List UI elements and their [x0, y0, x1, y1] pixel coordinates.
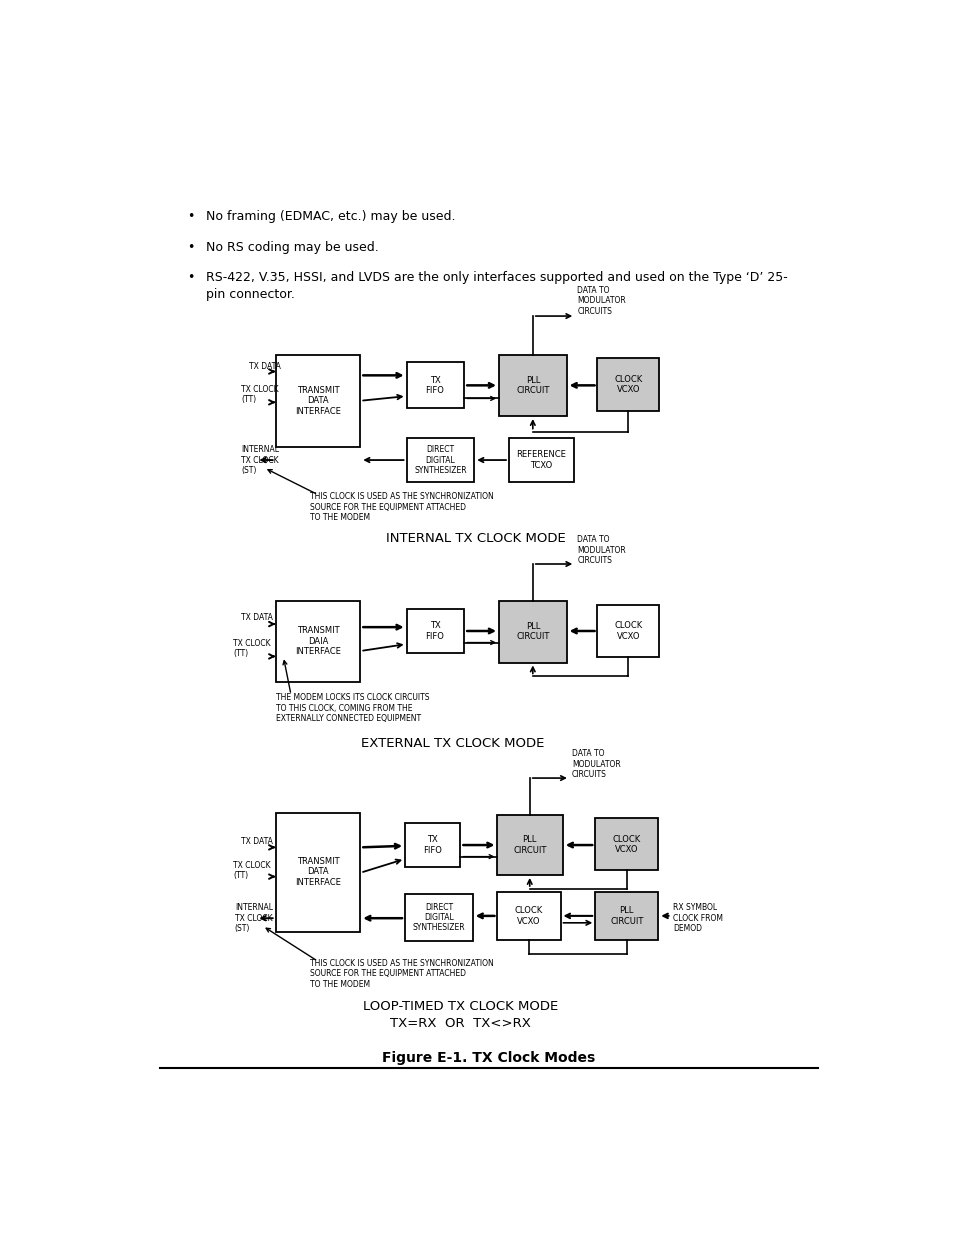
- Text: PLL
CIRCUIT: PLL CIRCUIT: [513, 835, 546, 855]
- Text: •: •: [187, 272, 194, 284]
- Text: PLL
CIRCUIT: PLL CIRCUIT: [516, 622, 549, 641]
- Text: TX DATA: TX DATA: [241, 614, 273, 622]
- Text: RX SYMBOL
CLOCK FROM
DEMOD: RX SYMBOL CLOCK FROM DEMOD: [672, 903, 722, 934]
- Text: TX
FIFO: TX FIFO: [425, 375, 444, 395]
- Text: LOOP-TIMED TX CLOCK MODE: LOOP-TIMED TX CLOCK MODE: [362, 1000, 558, 1013]
- Bar: [595, 818, 658, 871]
- Text: PLL
CIRCUIT: PLL CIRCUIT: [516, 375, 549, 395]
- Text: DATA TO
MODULATOR
CIRCUITS: DATA TO MODULATOR CIRCUITS: [577, 285, 625, 316]
- Text: THIS CLOCK IS USED AS THE SYNCHRONIZATION
SOURCE FOR THE EQUIPMENT ATTACHED
TO T: THIS CLOCK IS USED AS THE SYNCHRONIZATIO…: [310, 493, 494, 522]
- Text: TX
FIFO: TX FIFO: [425, 621, 444, 641]
- Bar: [405, 894, 473, 941]
- Bar: [406, 362, 464, 409]
- Text: INTERNAL
TX CLOCK
(ST): INTERNAL TX CLOCK (ST): [241, 445, 278, 475]
- Bar: [498, 354, 566, 416]
- Bar: [497, 815, 562, 876]
- Text: REFERENCE
TCXO: REFERENCE TCXO: [516, 451, 566, 469]
- Text: CLOCK
VCXO: CLOCK VCXO: [515, 906, 542, 925]
- Text: •: •: [187, 241, 194, 253]
- Text: TX CLOCK
(TT): TX CLOCK (TT): [241, 385, 278, 404]
- Text: No RS coding may be used.: No RS coding may be used.: [206, 241, 378, 253]
- Text: TX
FIFO: TX FIFO: [423, 835, 441, 855]
- Bar: [405, 823, 460, 867]
- Text: •: •: [187, 210, 194, 222]
- Text: TRANSMIT
DATA
INTERFACE: TRANSMIT DATA INTERFACE: [294, 385, 340, 416]
- Text: DIRECT
DIGITAL
SYNTHESIZER: DIRECT DIGITAL SYNTHESIZER: [412, 903, 465, 932]
- Text: No framing (EDMAC, etc.) may be used.: No framing (EDMAC, etc.) may be used.: [206, 210, 456, 222]
- Text: RS-422, V.35, HSSI, and LVDS are the only interfaces supported and used on the T: RS-422, V.35, HSSI, and LVDS are the onl…: [206, 272, 787, 284]
- Text: CLOCK
VCXO: CLOCK VCXO: [614, 621, 641, 641]
- Bar: [275, 601, 360, 682]
- Text: Figure E-1. TX Clock Modes: Figure E-1. TX Clock Modes: [382, 1051, 595, 1066]
- Text: THE MODEM LOCKS ITS CLOCK CIRCUITS
TO THIS CLOCK, COMING FROM THE
EXTERNALLY CON: THE MODEM LOCKS ITS CLOCK CIRCUITS TO TH…: [275, 693, 429, 724]
- Bar: [597, 605, 659, 657]
- Bar: [595, 892, 658, 940]
- Text: TX=RX  OR  TX<>RX: TX=RX OR TX<>RX: [390, 1016, 530, 1030]
- Text: DATA TO
MODULATOR
CIRCUITS: DATA TO MODULATOR CIRCUITS: [577, 535, 625, 566]
- Text: TX DATA: TX DATA: [241, 836, 273, 846]
- Bar: [508, 437, 574, 483]
- Text: INTERNAL
TX CLOCK
(ST): INTERNAL TX CLOCK (ST): [234, 903, 273, 934]
- Text: TX DATA: TX DATA: [249, 362, 280, 370]
- Text: TX CLOCK
(TT): TX CLOCK (TT): [233, 861, 271, 881]
- Text: PLL
CIRCUIT: PLL CIRCUIT: [609, 906, 642, 925]
- Text: DIRECT
DIGITAL
SYNTHESIZER: DIRECT DIGITAL SYNTHESIZER: [414, 445, 466, 475]
- Text: TRANSMIT
DAIA
INTERFACE: TRANSMIT DAIA INTERFACE: [294, 626, 340, 656]
- Bar: [275, 354, 360, 447]
- Text: DATA TO
MODULATOR
CIRCUITS: DATA TO MODULATOR CIRCUITS: [572, 750, 620, 779]
- Bar: [275, 813, 360, 932]
- Text: INTERNAL TX CLOCK MODE: INTERNAL TX CLOCK MODE: [386, 531, 565, 545]
- Bar: [498, 601, 566, 662]
- Bar: [597, 358, 659, 411]
- Text: TRANSMIT
DATA
INTERFACE: TRANSMIT DATA INTERFACE: [294, 857, 340, 887]
- Text: THIS CLOCK IS USED AS THE SYNCHRONIZATION
SOURCE FOR THE EQUIPMENT ATTACHED
TO T: THIS CLOCK IS USED AS THE SYNCHRONIZATIO…: [310, 960, 494, 989]
- Text: pin connector.: pin connector.: [206, 288, 294, 301]
- Bar: [406, 437, 474, 483]
- Text: EXTERNAL TX CLOCK MODE: EXTERNAL TX CLOCK MODE: [360, 737, 544, 750]
- Bar: [406, 609, 464, 653]
- Text: CLOCK
VCXO: CLOCK VCXO: [614, 375, 641, 394]
- Bar: [497, 892, 560, 940]
- Text: TX CLOCK
(TT): TX CLOCK (TT): [233, 638, 271, 658]
- Text: CLOCK
VCXO: CLOCK VCXO: [612, 835, 640, 853]
